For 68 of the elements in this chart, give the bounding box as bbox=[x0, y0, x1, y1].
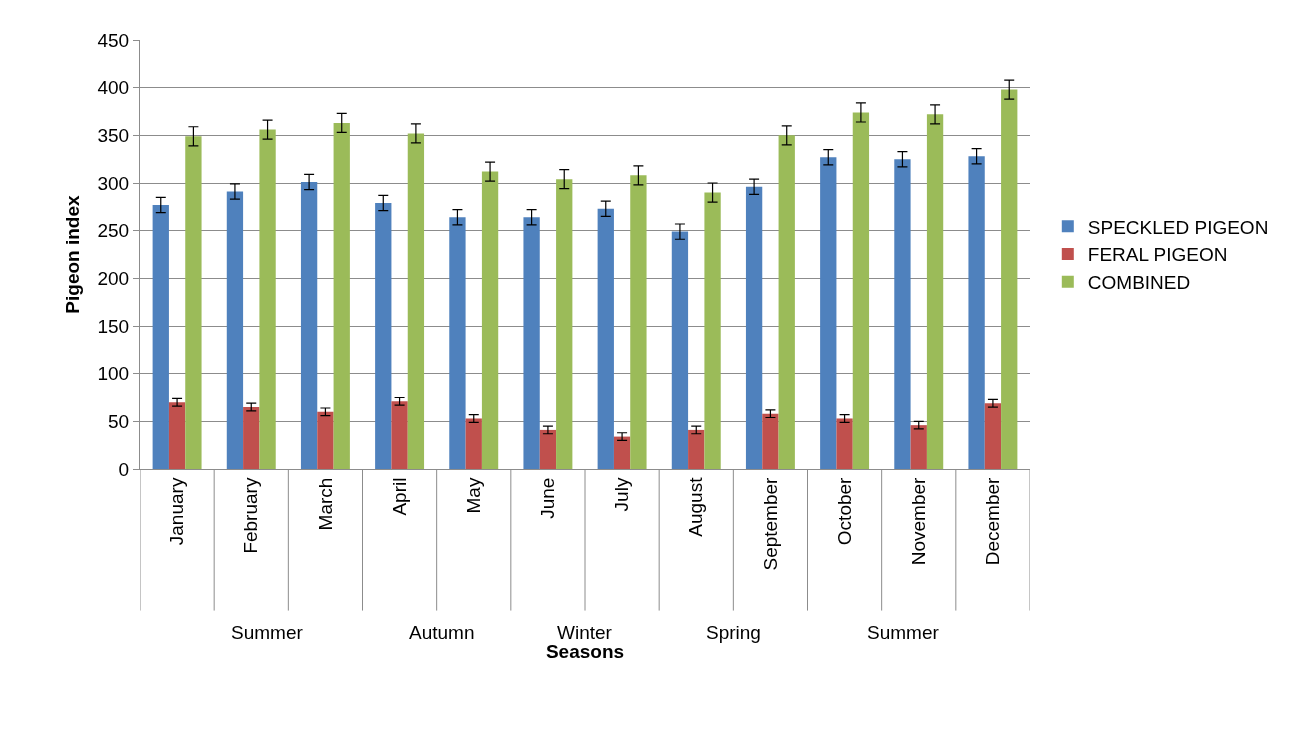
bar bbox=[539, 429, 557, 469]
bar bbox=[968, 156, 985, 469]
bar bbox=[168, 402, 186, 469]
x-tick-label: October bbox=[833, 476, 855, 546]
x-tick-label: January bbox=[166, 477, 188, 546]
legend-label: FERAL PIGEON bbox=[1087, 244, 1228, 266]
bar bbox=[300, 182, 318, 469]
bar bbox=[259, 129, 276, 469]
bar bbox=[762, 413, 779, 469]
bar bbox=[152, 204, 169, 469]
x-tick-label: August bbox=[685, 476, 707, 537]
bar bbox=[745, 186, 763, 469]
x-tick-label: November bbox=[907, 476, 929, 566]
text: Winter bbox=[557, 622, 613, 643]
bar bbox=[523, 217, 540, 469]
bar bbox=[671, 231, 689, 469]
y-tick-label: 50 bbox=[108, 410, 130, 432]
text: Spring bbox=[706, 622, 761, 643]
y-tick-label: 100 bbox=[97, 363, 130, 385]
bar bbox=[243, 407, 260, 469]
bar bbox=[407, 133, 425, 469]
bar bbox=[1001, 89, 1018, 469]
y-tick-label: 300 bbox=[97, 172, 130, 194]
bar bbox=[630, 175, 647, 469]
x-tick-label: September bbox=[759, 476, 781, 571]
y-tick-label: 0 bbox=[118, 458, 130, 480]
bar bbox=[820, 157, 837, 469]
bar bbox=[449, 217, 466, 469]
y-tick-label: 400 bbox=[97, 77, 130, 99]
x-axis-title: Seasons bbox=[545, 641, 625, 663]
y-axis-title: Pigeon index bbox=[62, 194, 84, 314]
y-tick-label: 200 bbox=[97, 267, 130, 289]
bar bbox=[556, 179, 573, 469]
bar bbox=[613, 436, 631, 469]
x-tick-label: March bbox=[314, 477, 336, 531]
x-tick-label: February bbox=[240, 477, 262, 554]
text: Autumn bbox=[409, 622, 475, 643]
bar bbox=[836, 418, 853, 469]
bar bbox=[481, 171, 499, 469]
bar bbox=[465, 418, 482, 469]
y-tick-label: 350 bbox=[97, 124, 130, 146]
bar bbox=[852, 112, 870, 469]
y-tick-label: 150 bbox=[97, 315, 130, 337]
bar bbox=[597, 208, 614, 469]
bar bbox=[688, 429, 705, 469]
bar bbox=[926, 114, 944, 469]
x-tick-label: May bbox=[462, 477, 484, 514]
bar bbox=[910, 425, 927, 469]
bar bbox=[226, 191, 244, 469]
x-tick-label: April bbox=[388, 477, 410, 516]
bar bbox=[391, 401, 408, 469]
y-tick-label: 450 bbox=[97, 29, 130, 51]
bar bbox=[894, 159, 911, 469]
text: Summer bbox=[231, 622, 304, 643]
bar bbox=[375, 203, 392, 469]
legend-label: SPECKLED PIGEON bbox=[1087, 216, 1269, 238]
text: Summer bbox=[867, 622, 940, 643]
x-tick-label: December bbox=[982, 476, 1004, 566]
bar bbox=[778, 135, 795, 469]
bar bbox=[333, 122, 350, 469]
bar bbox=[984, 403, 1002, 469]
bar bbox=[185, 136, 202, 469]
x-tick-label: June bbox=[537, 477, 559, 519]
legend-label: COMBINED bbox=[1087, 272, 1191, 294]
bar bbox=[317, 411, 334, 469]
y-tick-label: 250 bbox=[97, 220, 130, 242]
x-tick-label: July bbox=[611, 477, 633, 512]
bar bbox=[704, 192, 721, 469]
